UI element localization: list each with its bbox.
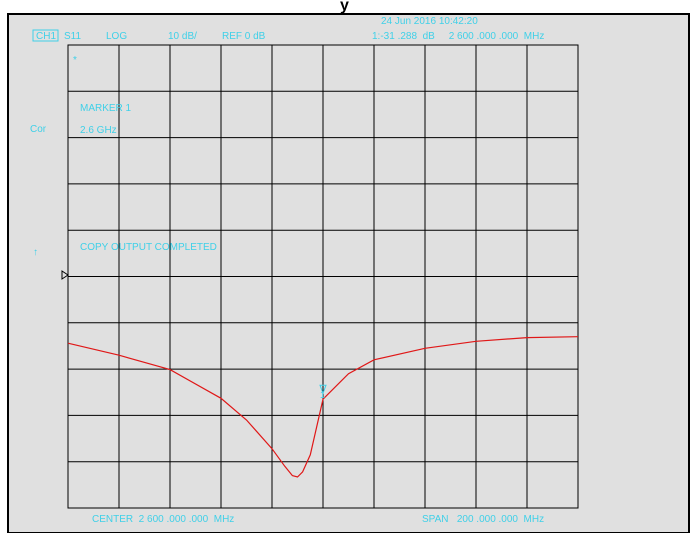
format-label: LOG <box>106 31 127 42</box>
marker-frequency: 2.6 GHz <box>80 125 117 136</box>
channel-label: CH1 <box>36 31 56 42</box>
timestamp-label: 24 Jun 2016 10:42:20 <box>381 16 478 27</box>
marker-1-symbol: 1 <box>319 384 327 400</box>
correction-label: Cor <box>30 124 47 135</box>
window-title-fragment: y <box>340 0 349 14</box>
s11-trace <box>67 336 579 478</box>
marker-star: * <box>73 55 77 66</box>
status-message: COPY OUTPUT COMPLETED <box>80 242 217 253</box>
reference-level-marker <box>61 270 69 280</box>
reference-label: REF 0 dB <box>222 31 266 42</box>
graticule <box>67 44 579 509</box>
marker-readout: 1:-31 .288 dB 2 600 .000 .000 MHz <box>372 31 544 42</box>
scale-label: 10 dB/ <box>168 31 197 42</box>
marker-1-number: 1 <box>320 390 325 400</box>
span-frequency: SPAN 200 .000 .000 MHz <box>422 514 544 525</box>
parameter-label: S11 <box>64 31 81 42</box>
center-frequency: CENTER 2 600 .000 .000 MHz <box>92 514 234 525</box>
arrow-indicator: ↑ <box>33 247 38 258</box>
channel-box <box>32 29 59 42</box>
screen-area <box>7 13 690 534</box>
marker-title: MARKER 1 <box>80 103 132 114</box>
